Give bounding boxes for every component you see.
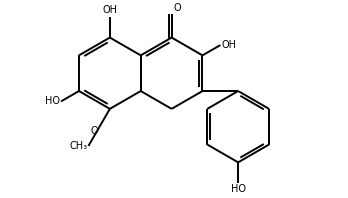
Text: O: O — [173, 3, 181, 13]
Text: HO: HO — [231, 185, 246, 194]
Text: CH₃: CH₃ — [69, 141, 87, 151]
Text: HO: HO — [45, 96, 60, 106]
Text: OH: OH — [221, 40, 237, 50]
Text: O: O — [90, 126, 98, 136]
Text: OH: OH — [102, 5, 117, 15]
